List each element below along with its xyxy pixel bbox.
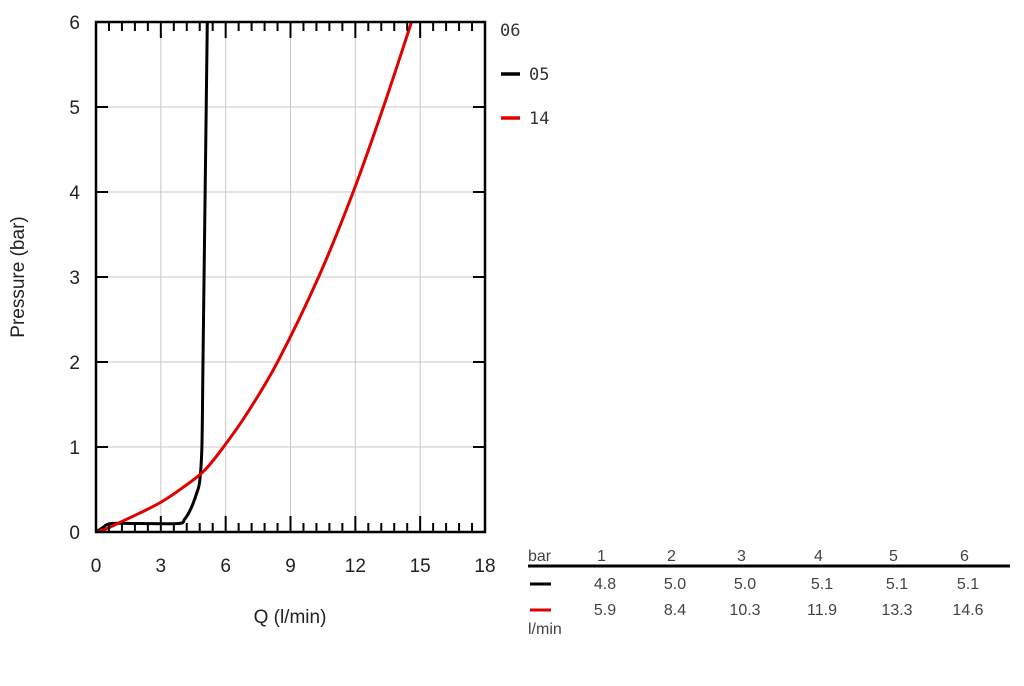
x-tick-label: 3 bbox=[156, 556, 167, 577]
table-unit-label: l/min bbox=[528, 621, 562, 638]
grid bbox=[95, 21, 486, 533]
table-cell: 5.0 bbox=[664, 576, 686, 593]
table-cell: 8.4 bbox=[664, 602, 686, 619]
curves bbox=[95, 21, 413, 534]
y-tick-label: 6 bbox=[69, 13, 80, 34]
table-pressure-header: 2 bbox=[667, 548, 676, 565]
table-cell: 5.1 bbox=[957, 576, 979, 593]
x-tick-label: 6 bbox=[220, 556, 231, 577]
table-cell: 5.1 bbox=[811, 576, 833, 593]
legend-label-14: 14 bbox=[529, 109, 549, 129]
y-axis-label: Pressure (bar) bbox=[8, 216, 29, 337]
table-pressure-header: 3 bbox=[737, 548, 746, 565]
table-pressure-header: 1 bbox=[597, 548, 606, 565]
table-cell: 13.3 bbox=[881, 602, 912, 619]
x-tick-label: 15 bbox=[410, 556, 431, 577]
table-cell: 5.1 bbox=[886, 576, 908, 593]
legend-title: 06 bbox=[500, 21, 520, 41]
table-pressure-header: 4 bbox=[814, 548, 823, 565]
table-pressure-header: 5 bbox=[889, 548, 898, 565]
y-tick-label: 5 bbox=[69, 98, 80, 119]
y-tick-label: 2 bbox=[69, 353, 80, 374]
table-cell: 11.9 bbox=[807, 602, 837, 619]
data-table: bar l/min 1 2 3 4 5 6 4.8 5.0 5.0 5.1 5.1 5.1 5.9 8.4… bbox=[528, 548, 1010, 638]
table-pressure-header: 6 bbox=[960, 548, 969, 565]
x-tick-label: 0 bbox=[91, 556, 102, 577]
y-tick-label: 3 bbox=[69, 268, 80, 289]
table-cell: 4.8 bbox=[594, 576, 616, 593]
table-cell: 10.3 bbox=[729, 602, 760, 619]
legend: 06 05 14 bbox=[500, 21, 549, 129]
y-tick-label: 0 bbox=[69, 523, 80, 544]
x-tick-label: 12 bbox=[345, 556, 366, 577]
legend-label-05: 05 bbox=[529, 65, 549, 85]
x-axis-label: Q (l/min) bbox=[254, 607, 327, 628]
series-line-14 bbox=[95, 21, 413, 534]
x-tick-label: 9 bbox=[285, 556, 296, 577]
y-tick-label: 1 bbox=[69, 438, 80, 459]
x-tick-label: 18 bbox=[474, 556, 495, 577]
y-tick-label: 4 bbox=[69, 183, 80, 204]
table-cell: 5.0 bbox=[734, 576, 756, 593]
table-cell: 14.6 bbox=[952, 602, 983, 619]
series-line-05 bbox=[95, 21, 209, 534]
table-cell: 5.9 bbox=[594, 602, 616, 619]
table-header-label: bar bbox=[528, 548, 552, 565]
